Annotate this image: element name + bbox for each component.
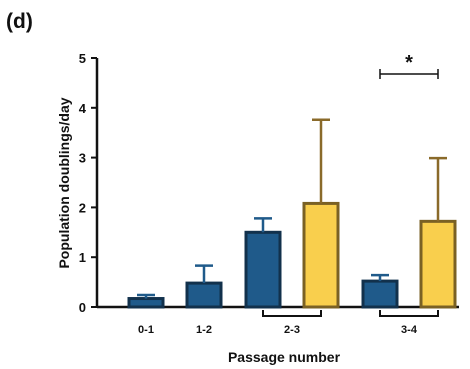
y-axis: 0 1 2 3 4 5 xyxy=(79,51,99,315)
y-tick-label: 2 xyxy=(79,200,86,215)
y-tick-label: 5 xyxy=(79,51,86,66)
bracket-3-4 xyxy=(379,310,439,317)
bar-0-1-series-1 xyxy=(127,297,165,309)
significance-annotation: * xyxy=(379,52,439,79)
category-label-1-2: 1-2 xyxy=(196,324,212,336)
bar-2-3-series-2 xyxy=(302,201,340,309)
bar-2-3-series-1 xyxy=(244,230,282,309)
category-label-2-3: 2-3 xyxy=(284,324,300,336)
y-axis-label: Population doublings/day xyxy=(56,97,72,268)
category-brackets xyxy=(262,310,439,317)
y-tick-label: 3 xyxy=(79,151,86,166)
bar-3-4-series-1 xyxy=(361,279,399,309)
y-tick-label: 0 xyxy=(79,300,86,315)
bar-1-2-series-1 xyxy=(185,281,223,309)
y-tick-label: 1 xyxy=(79,250,86,265)
bars xyxy=(127,201,457,309)
bar-3-4-series-2 xyxy=(419,219,457,309)
significance-star: * xyxy=(405,52,413,74)
bracket-2-3 xyxy=(262,310,322,317)
panel-label: (d) xyxy=(6,10,33,33)
category-labels: 0-1 1-2 2-3 3-4 xyxy=(138,324,418,336)
category-label-3-4: 3-4 xyxy=(401,324,418,336)
category-label-0-1: 0-1 xyxy=(138,324,154,336)
error-bars xyxy=(137,118,447,299)
x-axis-label: Passage number xyxy=(228,349,341,365)
y-tick-label: 4 xyxy=(79,101,87,116)
y-ticks: 0 1 2 3 4 5 xyxy=(79,51,97,315)
